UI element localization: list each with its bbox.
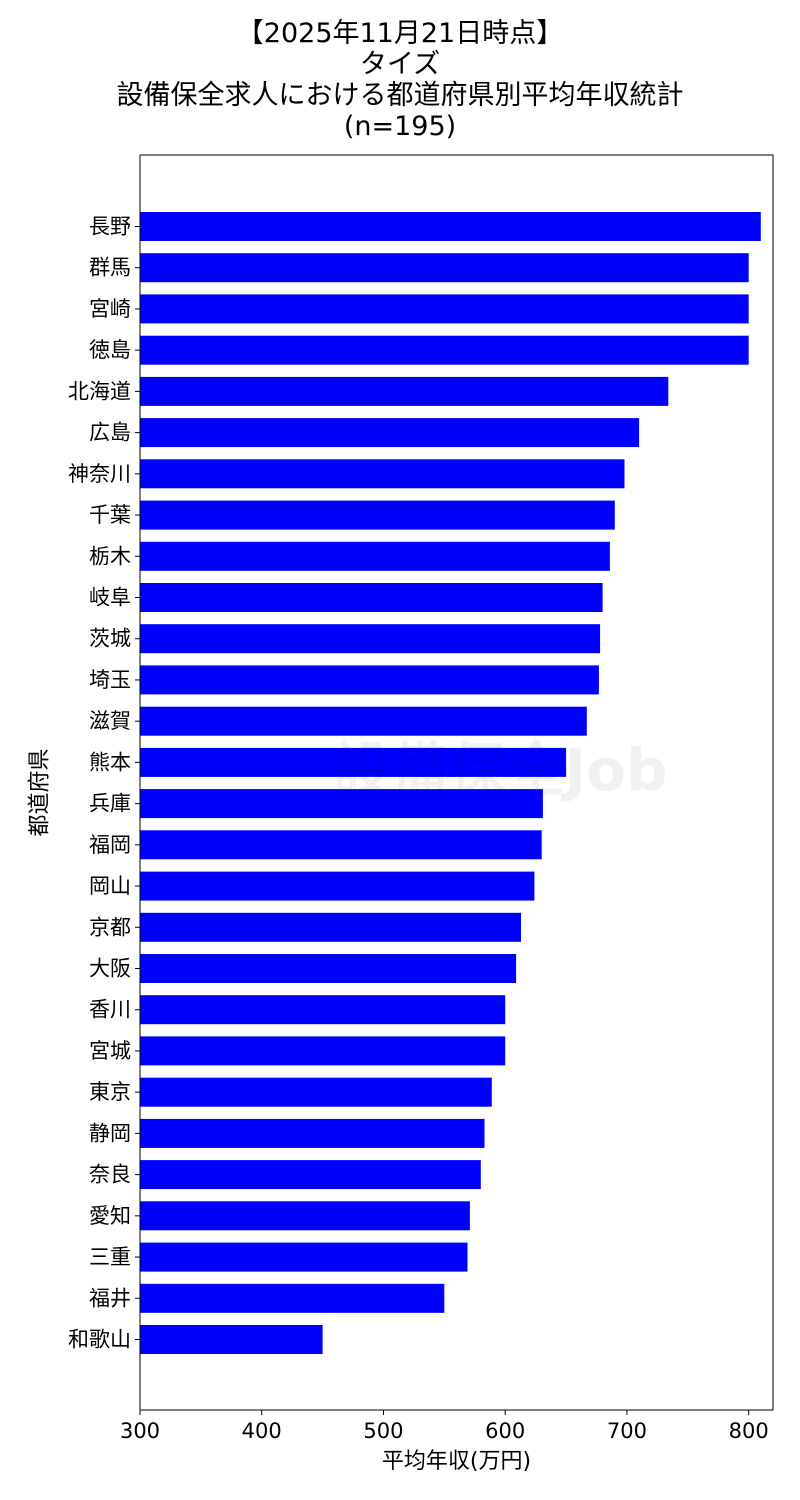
- watermark-logo: 設備保全Job: [333, 736, 668, 804]
- bar-徳島: [140, 335, 749, 365]
- y-tick-label: 滋賀: [89, 709, 131, 733]
- bar-埼玉: [140, 665, 599, 695]
- bar-岐阜: [140, 583, 603, 612]
- y-tick-label: 広島: [89, 421, 131, 445]
- x-axis-label: 平均年収(万円): [382, 1449, 531, 1474]
- bar-滋賀: [140, 706, 587, 736]
- y-tick-label: 宮崎: [89, 297, 131, 321]
- y-tick-label: 茨城: [89, 627, 131, 651]
- y-tick-label: 千葉: [89, 503, 131, 527]
- y-axis-label: 都道府県: [28, 748, 53, 836]
- y-tick-label: 奈良: [89, 1163, 131, 1187]
- y-tick-label: 徳島: [89, 338, 131, 362]
- bar-長野: [140, 212, 761, 241]
- bar-岡山: [140, 871, 535, 901]
- chart-title-line-2: タイズ: [359, 49, 441, 80]
- x-tick-label: 300: [120, 1419, 160, 1443]
- y-tick-label: 福井: [89, 1286, 131, 1310]
- x-tick-label: 600: [485, 1419, 525, 1443]
- y-tick-label: 埼玉: [89, 668, 131, 692]
- bar-栃木: [140, 541, 610, 571]
- bar-東京: [140, 1077, 492, 1107]
- bar-兵庫: [140, 789, 543, 819]
- x-tick-label: 500: [363, 1419, 403, 1443]
- y-tick-label: 熊本: [89, 750, 131, 774]
- y-tick-label: 愛知: [89, 1204, 131, 1228]
- y-tick-label: 福岡: [89, 833, 131, 857]
- y-tick-label: 宮城: [89, 1039, 131, 1063]
- y-tick-label: 兵庫: [89, 792, 131, 816]
- bar-和歌山: [140, 1325, 323, 1354]
- x-tick-label: 800: [729, 1419, 769, 1443]
- bar-宮崎: [140, 294, 749, 324]
- y-axis-ticks: 長野群馬宮崎徳島北海道広島神奈川千葉栃木岐阜茨城埼玉滋賀熊本兵庫福岡岡山京都大阪…: [68, 215, 140, 1352]
- chart-title: 【2025年11月21日時点】 タイズ 設備保全求人における都道府県別平均年収統…: [0, 18, 800, 142]
- bar-京都: [140, 912, 521, 942]
- bar-大阪: [140, 954, 517, 983]
- y-tick-label: 岐阜: [89, 586, 131, 610]
- y-tick-label: 三重: [89, 1245, 131, 1269]
- y-tick-label: 東京: [89, 1080, 131, 1104]
- bar-広島: [140, 418, 640, 448]
- bar-静岡: [140, 1118, 485, 1148]
- bar-群馬: [140, 253, 749, 283]
- y-tick-label: 岡山: [89, 874, 131, 898]
- bar-宮城: [140, 1036, 506, 1066]
- bar-北海道: [140, 376, 669, 406]
- plot-frame: [139, 154, 774, 1411]
- bar-千葉: [140, 500, 615, 530]
- chart-title-line-1: 【2025年11月21日時点】: [236, 18, 564, 49]
- bar-神奈川: [140, 459, 625, 489]
- x-axis-ticks: 300 400 500 600 700 800: [120, 1410, 769, 1443]
- y-tick-label: 北海道: [68, 379, 131, 403]
- bar-熊本: [140, 747, 567, 777]
- bar-福井: [140, 1283, 445, 1313]
- y-tick-label: 静岡: [89, 1121, 131, 1145]
- bar-group: [140, 212, 761, 1354]
- bar-茨城: [140, 624, 601, 654]
- y-tick-label: 神奈川: [68, 462, 131, 486]
- y-tick-label: 栃木: [89, 544, 131, 568]
- y-tick-label: 群馬: [89, 256, 131, 280]
- y-tick-label: 和歌山: [68, 1328, 131, 1352]
- y-tick-label: 香川: [89, 998, 131, 1022]
- bar-三重: [140, 1242, 468, 1272]
- y-tick-label: 京都: [89, 915, 131, 939]
- bar-愛知: [140, 1201, 470, 1231]
- x-tick-label: 700: [607, 1419, 647, 1443]
- chart-title-line-3: 設備保全求人における都道府県別平均年収統計: [116, 80, 684, 111]
- y-tick-label: 大阪: [89, 957, 131, 981]
- y-tick-label: 長野: [89, 215, 131, 239]
- bar-奈良: [140, 1160, 481, 1190]
- bar-福岡: [140, 830, 542, 860]
- bar-香川: [140, 995, 506, 1025]
- chart-title-line-4: (n=195): [343, 111, 457, 142]
- x-tick-label: 400: [242, 1419, 282, 1443]
